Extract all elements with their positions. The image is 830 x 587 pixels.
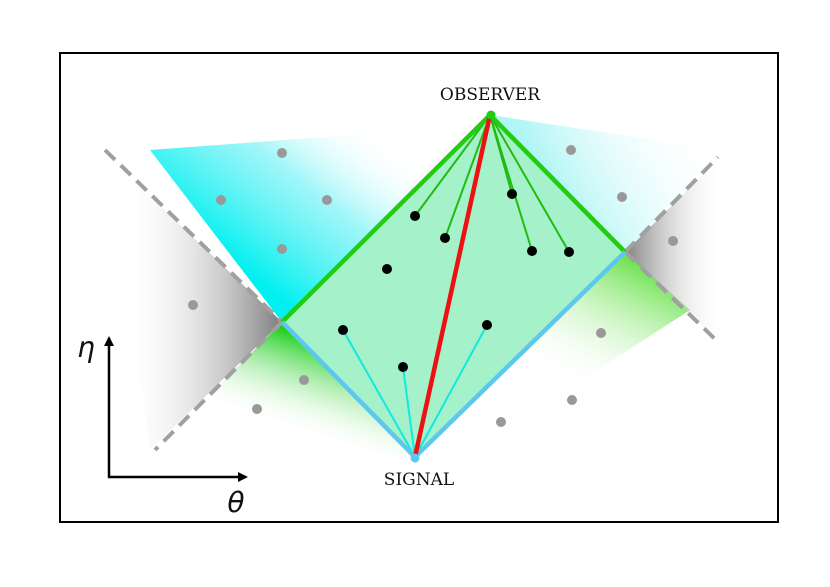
cyan-link — [402, 366, 416, 458]
signal-label: SIGNAL — [384, 470, 454, 490]
future-edge-left — [280, 113, 492, 324]
region-green-left — [175, 322, 415, 457]
cone-dash-left-lower — [153, 320, 284, 452]
cyan-link — [342, 329, 416, 458]
background-dot — [322, 195, 332, 205]
background-dot — [277, 148, 287, 158]
event-dot — [507, 189, 517, 199]
background-dot — [299, 375, 309, 385]
cyan-link — [414, 324, 488, 458]
past-edge-left — [280, 320, 417, 459]
signal-point — [410, 453, 420, 463]
observer-label: OBSERVER — [440, 85, 541, 105]
event-dot — [482, 320, 492, 330]
region-grey-right-cone — [625, 160, 718, 340]
future-edge-right — [488, 113, 627, 254]
event-dot — [338, 325, 348, 335]
background-dot — [252, 404, 262, 414]
cyan-links — [342, 324, 488, 458]
past-edge-right — [413, 250, 627, 459]
event-dot — [564, 247, 574, 257]
space-axis-label: θ — [227, 486, 244, 519]
time-axis-label: η — [77, 331, 95, 364]
region-cyan-left — [150, 115, 490, 322]
green-links — [414, 114, 570, 253]
background-dots — [188, 145, 678, 427]
green-link — [414, 114, 491, 217]
signal-observer-geodesic — [412, 114, 493, 458]
event-dot — [382, 264, 392, 274]
background-dot — [567, 395, 577, 405]
background-dot — [216, 195, 226, 205]
event-dot — [398, 362, 408, 372]
event-dot — [527, 246, 537, 256]
background-dot — [617, 192, 627, 202]
cone-dash-left-upper — [103, 148, 284, 324]
background-dot — [496, 417, 506, 427]
cone-dash-right-upper — [623, 155, 720, 254]
event-dots — [338, 189, 574, 372]
background-dot — [566, 145, 576, 155]
region-green-right — [415, 252, 690, 457]
green-link — [489, 114, 570, 253]
region-cyan-right — [490, 115, 720, 252]
green-link — [489, 114, 533, 252]
background-dot — [596, 328, 606, 338]
background-dot — [188, 300, 198, 310]
event-dot — [410, 211, 420, 221]
observer-point — [486, 110, 496, 120]
background-dot — [277, 244, 287, 254]
event-dot — [440, 233, 450, 243]
background-dot — [668, 236, 678, 246]
green-link — [444, 114, 491, 239]
